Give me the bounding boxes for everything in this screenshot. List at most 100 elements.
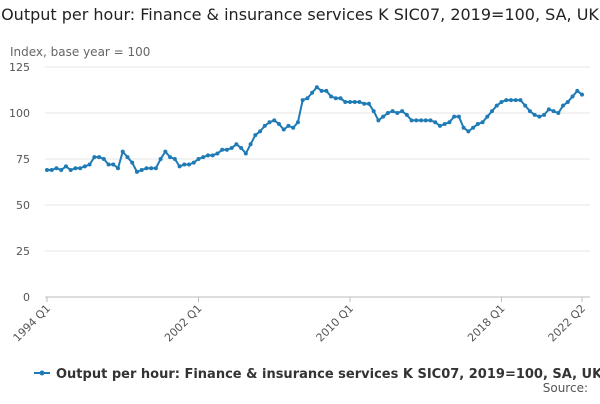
data-point: [532, 112, 537, 117]
data-point: [101, 157, 106, 161]
data-point: [433, 120, 438, 125]
x-tick-label: 2010 Q1: [314, 302, 357, 345]
x-tick-label: 2002 Q1: [162, 302, 205, 345]
data-point: [447, 120, 452, 125]
data-point: [243, 151, 248, 156]
data-point: [224, 147, 229, 152]
data-point: [523, 103, 528, 108]
source: Source:: [543, 381, 588, 395]
data-point: [362, 101, 367, 106]
data-point: [68, 168, 73, 173]
data-point: [490, 109, 495, 114]
data-point: [366, 101, 371, 106]
data-point: [338, 96, 343, 101]
data-point: [542, 112, 547, 117]
data-point: [215, 151, 220, 156]
data-point: [423, 118, 428, 123]
data-point: [82, 164, 87, 169]
data-point: [400, 109, 405, 114]
data-point: [182, 162, 187, 167]
data-point: [314, 85, 319, 90]
data-point: [310, 90, 315, 95]
x-tick-label: 2022 Q2: [546, 302, 589, 345]
data-point: [561, 103, 566, 108]
data-point: [168, 155, 173, 160]
data-point: [276, 122, 281, 127]
data-point: [54, 166, 59, 171]
data-point: [239, 145, 244, 150]
data-point: [158, 157, 163, 161]
data-point: [234, 142, 239, 147]
data-point: [437, 123, 442, 128]
data-point: [452, 114, 457, 119]
y-tick-label: 75: [16, 153, 30, 166]
data-point: [262, 123, 267, 128]
data-point: [253, 133, 258, 138]
y-tick-label: 0: [23, 291, 30, 304]
data-point: [480, 120, 485, 125]
data-point: [106, 162, 111, 167]
data-point: [385, 111, 390, 115]
data-point: [286, 123, 291, 128]
data-point: [456, 114, 461, 119]
data-point: [49, 168, 54, 173]
data-point: [163, 149, 168, 154]
data-point: [191, 160, 196, 165]
data-point: [134, 169, 139, 174]
data-point: [291, 125, 296, 130]
data-point: [414, 118, 419, 123]
data-point: [267, 120, 272, 125]
data-point: [580, 92, 584, 97]
data-point: [205, 153, 210, 158]
y-tick-label: 125: [9, 61, 30, 74]
data-point: [390, 109, 395, 114]
data-point: [329, 94, 334, 99]
data-point: [92, 155, 97, 160]
data-point: [419, 118, 424, 123]
data-point: [130, 160, 135, 165]
data-point: [570, 94, 575, 99]
data-point: [153, 166, 158, 171]
data-point: [565, 99, 570, 104]
data-point: [295, 120, 300, 125]
data-point: [471, 125, 476, 130]
data-point: [494, 103, 499, 108]
data-point: [281, 127, 286, 132]
data-point: [333, 96, 338, 101]
data-point: [116, 166, 121, 171]
data-point: [272, 118, 277, 123]
data-point: [97, 155, 102, 160]
data-point: [371, 109, 376, 114]
data-point: [475, 122, 480, 127]
data-point: [508, 98, 513, 103]
data-point: [381, 114, 386, 119]
x-tick-label: 2018 Q1: [465, 302, 508, 345]
y-tick-label: 50: [16, 199, 30, 212]
data-point: [63, 164, 68, 169]
data-point: [343, 99, 348, 104]
data-point: [357, 99, 362, 104]
data-point: [220, 147, 225, 152]
data-point: [177, 164, 182, 169]
data-point: [201, 155, 206, 160]
data-point: [404, 112, 409, 117]
data-point: [376, 118, 381, 123]
data-point: [111, 162, 116, 167]
data-point: [229, 145, 234, 150]
data-point: [499, 99, 504, 104]
data-point: [172, 157, 177, 161]
data-point: [196, 157, 201, 161]
chart-title: Output per hour: Finance & insurance ser…: [1, 5, 599, 24]
legend-label: Output per hour: Finance & insurance ser…: [56, 367, 600, 382]
y-tick-label: 100: [9, 107, 30, 120]
data-point: [45, 168, 49, 173]
data-point: [428, 118, 433, 123]
data-point: [248, 142, 253, 147]
data-point: [87, 162, 92, 167]
data-point: [556, 111, 561, 115]
data-point: [78, 166, 83, 171]
data-point: [551, 109, 556, 114]
data-point: [210, 153, 215, 158]
data-point: [575, 88, 580, 93]
